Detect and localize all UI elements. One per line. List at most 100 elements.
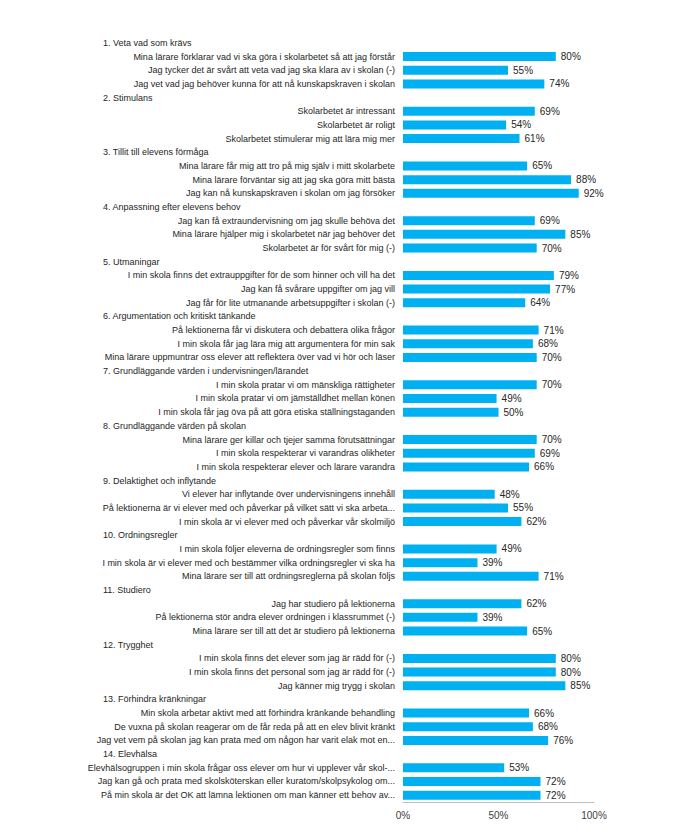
svg-text:I min skola får jag lära mig a: I min skola får jag lära mig att argumen… [177, 339, 395, 349]
svg-text:Jag känner mig trygg i skolan: Jag känner mig trygg i skolan [278, 681, 395, 691]
svg-text:På lektionerna får vi diskuter: På lektionerna får vi diskutera och deba… [172, 325, 395, 335]
svg-text:3. Tillit till elevens förmåga: 3. Tillit till elevens förmåga [103, 147, 209, 157]
svg-text:2. Stimulans: 2. Stimulans [103, 93, 153, 103]
svg-text:Skolarbetet är roligt: Skolarbetet är roligt [317, 120, 396, 130]
svg-text:De vuxna på skolan reagerar om: De vuxna på skolan reagerar om de får re… [114, 722, 395, 732]
svg-text:Mina lärare hjälper mig i skol: Mina lärare hjälper mig i skolarbetet nä… [172, 229, 395, 239]
svg-text:49%: 49% [502, 393, 522, 404]
svg-text:55%: 55% [513, 502, 533, 513]
svg-text:49%: 49% [502, 543, 522, 554]
svg-text:55%: 55% [513, 65, 533, 76]
svg-text:I min skola respekterar elever: I min skola respekterar elever och lärar… [196, 462, 395, 472]
svg-text:0%: 0% [396, 810, 411, 821]
svg-text:Mina lärare ger killar och tje: Mina lärare ger killar och tjejer samma … [182, 435, 395, 445]
svg-text:66%: 66% [534, 461, 554, 472]
svg-text:70%: 70% [542, 434, 562, 445]
svg-text:På min skola är det OK att läm: På min skola är det OK att lämna lektion… [101, 790, 395, 800]
svg-text:12. Trygghet: 12. Trygghet [103, 640, 154, 650]
svg-text:5. Utmaningar: 5. Utmaningar [103, 257, 160, 267]
svg-text:Mina lärare ser till att ordni: Mina lärare ser till att ordningsreglern… [182, 571, 396, 581]
svg-text:72%: 72% [546, 776, 566, 787]
svg-text:71%: 71% [544, 325, 564, 336]
svg-text:85%: 85% [570, 229, 590, 240]
svg-text:48%: 48% [500, 489, 520, 500]
svg-text:64%: 64% [530, 297, 550, 308]
svg-text:13. Förhindra kränkningar: 13. Förhindra kränkningar [103, 694, 206, 704]
svg-text:68%: 68% [538, 721, 558, 732]
svg-text:69%: 69% [540, 448, 560, 459]
svg-text:50%: 50% [488, 810, 508, 821]
svg-text:Skolarbetet är intressant: Skolarbetet är intressant [297, 106, 395, 116]
svg-text:Jag kan gå och prata med skols: Jag kan gå och prata med skolsköterskan … [98, 776, 395, 786]
svg-text:14. Elevhälsa: 14. Elevhälsa [103, 749, 157, 759]
svg-text:4. Anpassning efter elevens be: 4. Anpassning efter elevens behov [103, 202, 241, 212]
svg-text:Jag kan nå kunskapskraven i sk: Jag kan nå kunskapskraven i skolan om ja… [186, 188, 395, 198]
svg-text:68%: 68% [538, 338, 558, 349]
svg-text:I min skola pratar vi om jämst: I min skola pratar vi om jämställdhet me… [195, 393, 395, 403]
svg-text:72%: 72% [546, 790, 566, 801]
svg-text:Mina lärare får mig att tro på: Mina lärare får mig att tro på mig själv… [179, 161, 395, 171]
svg-text:I min skola är vi elever med o: I min skola är vi elever med och påverka… [179, 517, 395, 527]
svg-text:Mina lärare ser till att det ä: Mina lärare ser till att det är studiero… [192, 626, 395, 636]
svg-text:Skolarbetet är för svårt för m: Skolarbetet är för svårt för mig (-) [262, 243, 395, 253]
svg-text:61%: 61% [525, 133, 545, 144]
svg-text:I min skola följer eleverna de: I min skola följer eleverna de ordningsr… [179, 544, 395, 554]
svg-text:77%: 77% [555, 284, 575, 295]
svg-text:I min skola finns det elever s: I min skola finns det elever som jag är … [199, 653, 395, 663]
svg-text:På lektionerna är vi elever me: På lektionerna är vi elever med och påve… [103, 503, 395, 513]
svg-text:8. Grundläggande värden på sko: 8. Grundläggande värden på skolan [103, 421, 246, 431]
svg-text:80%: 80% [561, 51, 581, 62]
svg-text:I min skola finns det personal: I min skola finns det personal som jag ä… [189, 667, 395, 677]
svg-text:69%: 69% [540, 215, 560, 226]
svg-text:Vi elever har inflytande över: Vi elever har inflytande över undervisni… [182, 489, 395, 499]
svg-text:Mina lärare förklarar vad vi s: Mina lärare förklarar vad vi ska göra i … [133, 52, 395, 62]
svg-text:I min skola pratar vi om mänsk: I min skola pratar vi om mänskliga rätti… [216, 380, 395, 390]
svg-text:Jag tycker det är svårt att ve: Jag tycker det är svårt att veta vad jag… [148, 65, 395, 75]
svg-text:88%: 88% [576, 174, 596, 185]
svg-text:79%: 79% [559, 270, 579, 281]
svg-text:Mina lärare uppmuntrar oss ele: Mina lärare uppmuntrar oss elever att re… [105, 352, 395, 362]
svg-text:70%: 70% [542, 243, 562, 254]
svg-text:I min skola finns det extraupp: I min skola finns det extrauppgifter för… [128, 270, 396, 280]
svg-text:Jag vet vad jag behöver kunna: Jag vet vad jag behöver kunna för att nå… [134, 79, 395, 89]
svg-text:10. Ordningsregler: 10. Ordningsregler [103, 530, 178, 540]
svg-text:74%: 74% [549, 78, 569, 89]
svg-text:Jag vet vem på skolan jag kan: Jag vet vem på skolan jag kan prata med … [97, 735, 395, 745]
svg-text:I min skola får jag öva på att: I min skola får jag öva på att göra etis… [158, 407, 395, 417]
svg-text:39%: 39% [482, 557, 502, 568]
svg-text:Jag får för lite utmanande arb: Jag får för lite utmanande arbetsuppgift… [186, 298, 395, 308]
svg-text:Jag kan få extraundervisning o: Jag kan få extraundervisning om jag skul… [178, 216, 396, 226]
svg-text:50%: 50% [504, 407, 524, 418]
svg-text:7. Grundläggande värden i unde: 7. Grundläggande värden i undervisningen… [103, 366, 309, 376]
svg-text:I min skola respekterar vi var: I min skola respekterar vi varandras oli… [216, 448, 395, 458]
svg-text:65%: 65% [532, 160, 552, 171]
svg-text:11. Studiero: 11. Studiero [103, 585, 151, 595]
svg-text:Skolarbetet stimulerar mig att: Skolarbetet stimulerar mig att lära mig … [225, 134, 395, 144]
svg-text:71%: 71% [544, 571, 564, 582]
svg-text:70%: 70% [542, 379, 562, 390]
svg-text:Mina lärare förväntar sig att: Mina lärare förväntar sig att jag ska gö… [192, 175, 395, 185]
svg-text:80%: 80% [561, 667, 581, 678]
svg-text:65%: 65% [532, 626, 552, 637]
svg-text:53%: 53% [509, 762, 529, 773]
svg-text:62%: 62% [526, 598, 546, 609]
svg-text:Min skola arbetar aktivt med a: Min skola arbetar aktivt med att förhind… [141, 708, 395, 718]
svg-text:69%: 69% [540, 106, 560, 117]
svg-text:Jag kan få svårare uppgifter o: Jag kan få svårare uppgifter om jag vill [241, 284, 395, 294]
svg-text:66%: 66% [534, 708, 554, 719]
svg-text:54%: 54% [511, 119, 531, 130]
svg-text:100%: 100% [581, 810, 607, 821]
svg-text:80%: 80% [561, 653, 581, 664]
svg-text:39%: 39% [482, 612, 502, 623]
svg-text:På lektionerna stör andra elev: På lektionerna stör andra elever ordning… [155, 612, 395, 622]
svg-text:9. Delaktighet och inflytande: 9. Delaktighet och inflytande [103, 476, 216, 486]
svg-text:62%: 62% [526, 516, 546, 527]
svg-text:92%: 92% [584, 188, 604, 199]
svg-text:Elevhälsogruppen i min skola f: Elevhälsogruppen i min skola frågar oss … [88, 763, 395, 773]
svg-text:76%: 76% [553, 735, 573, 746]
svg-text:85%: 85% [570, 680, 590, 691]
svg-text:70%: 70% [542, 352, 562, 363]
svg-text:I min skola är vi elever med o: I min skola är vi elever med och bestämm… [102, 558, 395, 568]
svg-text:Jag har studiero på lektionern: Jag har studiero på lektionerna [271, 599, 395, 609]
svg-text:1. Veta vad som krävs: 1. Veta vad som krävs [103, 38, 192, 48]
